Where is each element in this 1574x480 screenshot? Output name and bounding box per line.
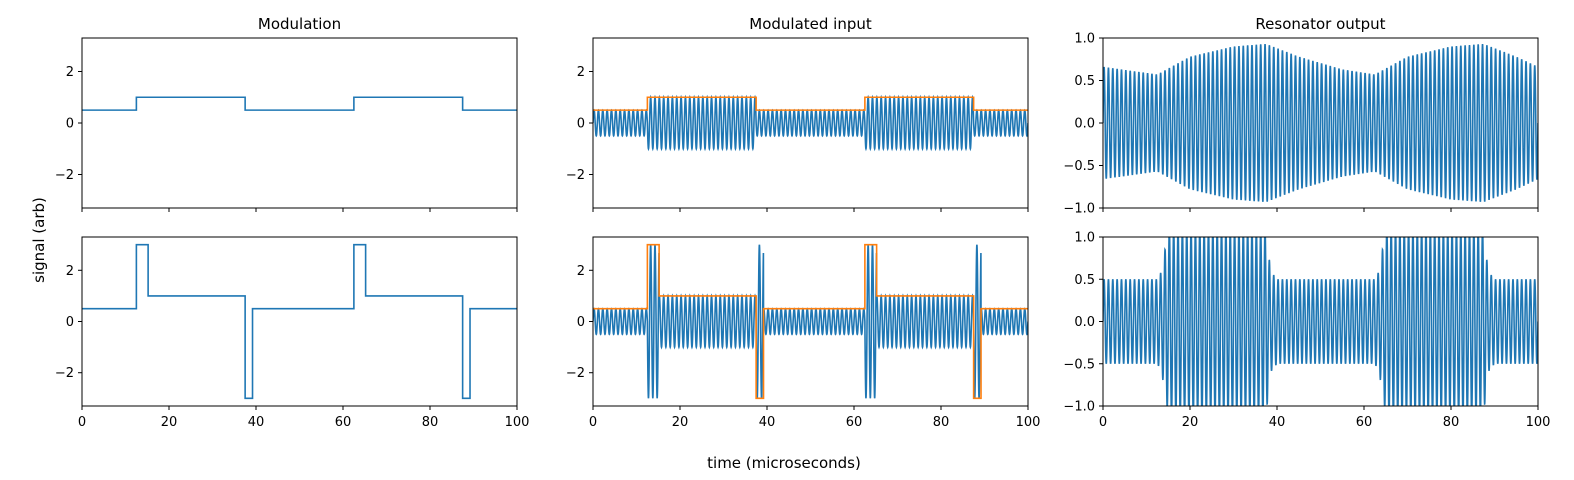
series-line-signal <box>1103 43 1538 202</box>
x-tick-label: 0 <box>1099 415 1107 430</box>
series-line-modulation <box>82 243 517 400</box>
panel-bottom-modulation: 0 20 40 60 80 100 −2 0 2 <box>55 236 530 430</box>
y-tick-label: 2 <box>577 65 585 80</box>
panel-top-modulation: Modulation −2 0 2 <box>55 15 518 212</box>
x-tick-label: 20 <box>161 415 178 430</box>
x-tick-label: 100 <box>505 415 530 430</box>
x-tick-label: 80 <box>422 415 439 430</box>
panel-title: Resonator output <box>1255 15 1385 33</box>
panel-bottom-resonator-output: 0 20 40 60 80 100 −1.0 −0.5 0.0 0.5 1.0 <box>1063 231 1551 431</box>
x-tick-label: 100 <box>1016 415 1041 430</box>
y-tick-label: 0 <box>577 117 585 132</box>
y-tick-label: −2 <box>55 366 74 381</box>
x-tick-label: 60 <box>1356 415 1373 430</box>
plot-area <box>593 243 1028 400</box>
x-tick-label: 80 <box>1443 415 1460 430</box>
plot-area <box>1103 43 1538 202</box>
y-tick-label: 0.5 <box>1074 74 1095 89</box>
y-tick-label: 0 <box>66 315 74 330</box>
y-tick-label: 1.0 <box>1074 231 1095 246</box>
y-tick-label: 0 <box>577 315 585 330</box>
x-tick-label: 0 <box>589 415 597 430</box>
x-tick-label: 40 <box>1269 415 1286 430</box>
y-tick-label: 0.5 <box>1074 273 1095 288</box>
x-tick-label: 60 <box>846 415 863 430</box>
y-tick-label: −0.5 <box>1063 159 1095 174</box>
y-tick-label: −2 <box>55 168 74 183</box>
y-tick-label: −0.5 <box>1063 357 1095 372</box>
axes-frame <box>81 37 518 209</box>
figure-ylabel: signal (arb) <box>30 197 48 283</box>
panel-top-modulated-input: Modulated input −2 0 2 <box>566 15 1029 212</box>
y-tick-label: 2 <box>66 264 74 279</box>
x-tick-label: 100 <box>1526 415 1551 430</box>
y-tick-label: −1.0 <box>1063 400 1095 415</box>
axes-frame <box>81 236 518 407</box>
series-line-modulation <box>593 96 1028 111</box>
figure-xlabel: time (microseconds) <box>707 454 861 472</box>
x-tick-label: 0 <box>78 415 86 430</box>
series-line-signal <box>593 244 1028 399</box>
y-tick-label: −1.0 <box>1063 202 1095 217</box>
plot-area <box>593 94 1028 152</box>
x-tick-label: 60 <box>335 415 352 430</box>
y-tick-label: 2 <box>66 65 74 80</box>
y-tick-label: −2 <box>566 168 585 183</box>
series-line-signal <box>593 94 1028 152</box>
y-tick-label: 2 <box>577 264 585 279</box>
panel-top-resonator-output: Resonator output −1.0 −0.5 0.0 0.5 1.0 <box>1063 15 1539 217</box>
plot-area <box>82 243 517 400</box>
y-tick-label: 0.0 <box>1074 315 1095 330</box>
y-tick-label: 0 <box>66 117 74 132</box>
x-tick-label: 20 <box>1182 415 1199 430</box>
series-line-modulation <box>82 96 517 111</box>
y-tick-label: 1.0 <box>1074 32 1095 47</box>
panel-bottom-modulated-input: 0 20 40 60 80 100 −2 0 2 <box>566 236 1041 430</box>
plot-area <box>82 96 517 111</box>
y-tick-label: 0.0 <box>1074 117 1095 132</box>
x-tick-label: 80 <box>933 415 950 430</box>
x-tick-label: 40 <box>759 415 776 430</box>
series-line-modulation <box>593 243 1028 400</box>
x-tick-label: 40 <box>248 415 265 430</box>
plot-area <box>1103 237 1538 406</box>
panel-title: Modulated input <box>749 15 872 33</box>
x-tick-label: 20 <box>672 415 689 430</box>
panel-title: Modulation <box>258 15 341 33</box>
y-tick-label: −2 <box>566 366 585 381</box>
series-line-signal <box>1103 237 1538 406</box>
